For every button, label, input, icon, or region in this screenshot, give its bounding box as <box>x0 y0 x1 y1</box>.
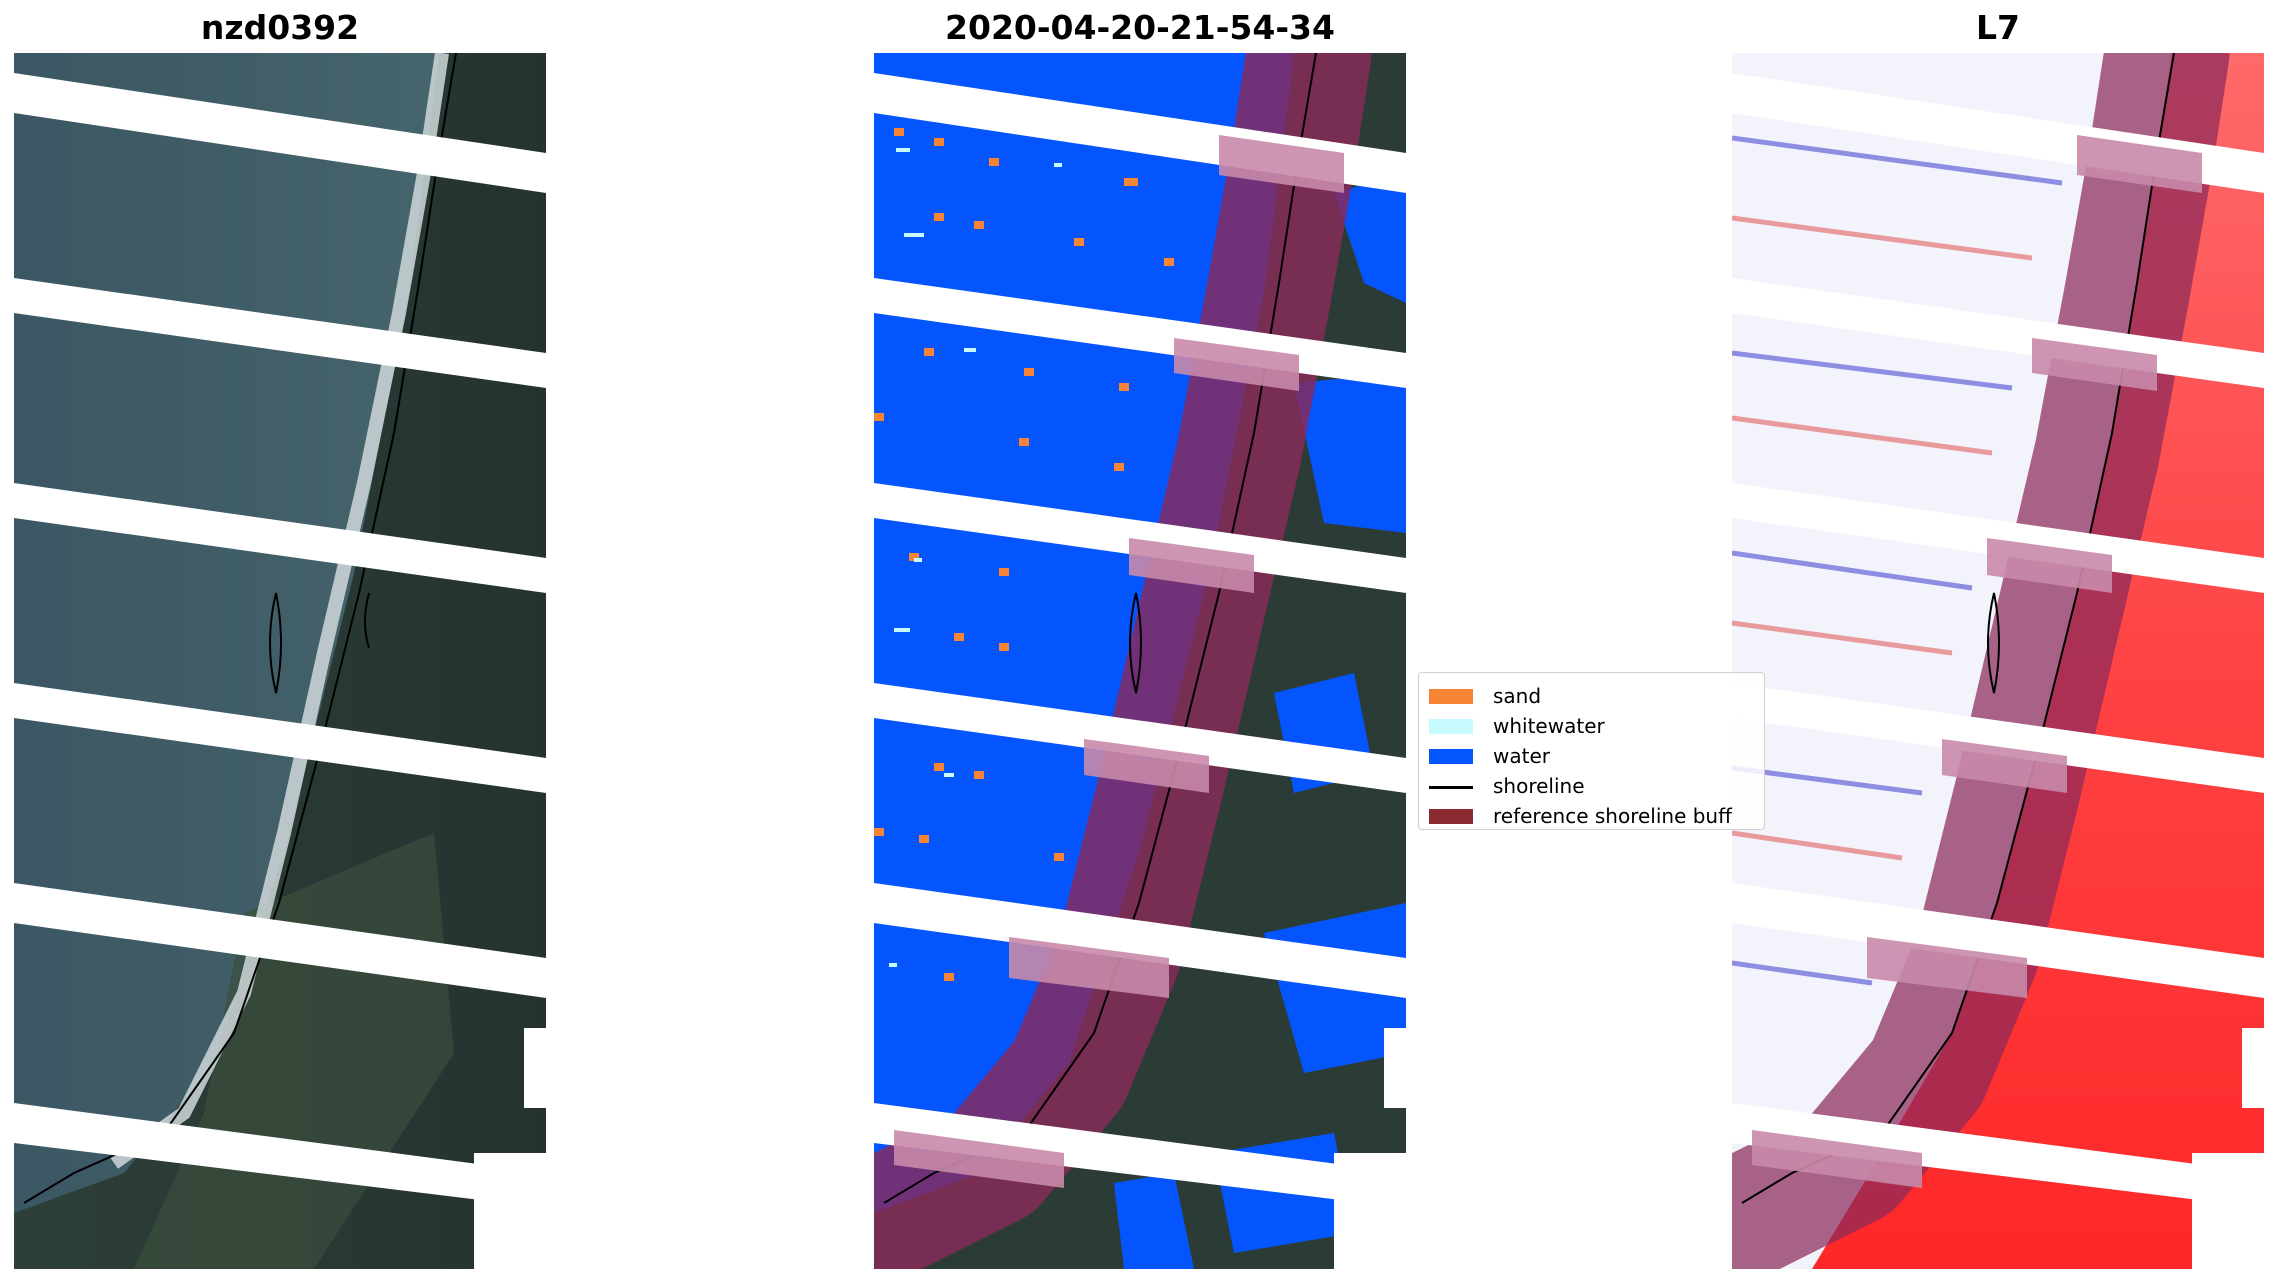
shoreline-swatch <box>1429 785 1473 789</box>
sand-swatch <box>1429 688 1473 704</box>
panel-title-rgb: nzd0392 <box>200 8 360 47</box>
legend-item-reference-buffer: reference shoreline buff <box>1429 803 1732 829</box>
rgb-satellite-image <box>14 53 546 1269</box>
legend: sand whitewater water shoreline referenc… <box>1418 672 1765 830</box>
classified-satellite-image <box>874 53 1406 1269</box>
panel-title-classified: 2020-04-20-21-54-34 <box>945 8 1335 47</box>
legend-item-shoreline: shoreline <box>1429 773 1585 799</box>
classified-image-panel <box>874 53 1406 1269</box>
water-swatch <box>1429 748 1473 764</box>
legend-label: shoreline <box>1493 774 1585 798</box>
panel-title-mndwi: L7 <box>1976 8 2020 47</box>
rgb-image-panel <box>14 53 546 1269</box>
mndwi-image-panel <box>1732 53 2264 1269</box>
whitewater-swatch <box>1429 718 1473 734</box>
legend-label: sand <box>1493 684 1542 708</box>
buffer-swatch <box>1429 808 1473 824</box>
legend-label: whitewater <box>1493 714 1605 738</box>
legend-item-sand: sand <box>1429 683 1541 709</box>
mndwi-image <box>1732 53 2264 1269</box>
legend-label: reference shoreline buff <box>1493 804 1732 828</box>
legend-label: water <box>1493 744 1550 768</box>
legend-item-whitewater: whitewater <box>1429 713 1605 739</box>
legend-item-water: water <box>1429 743 1550 769</box>
